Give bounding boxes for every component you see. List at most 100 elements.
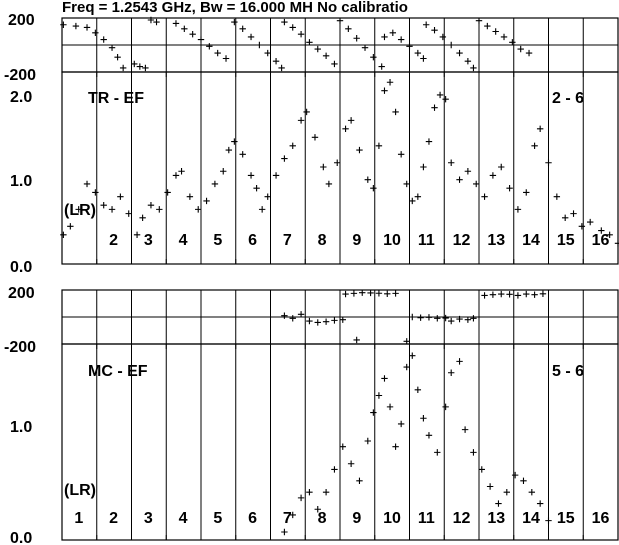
channel-label-7: 7: [283, 510, 292, 527]
mc-ef-amp-point: [297, 494, 305, 502]
tr-ef-amp-point: [258, 206, 266, 213]
mc-ef-phase-point: [392, 290, 399, 297]
tr-ef-phase-point: [422, 21, 430, 28]
mc-ef-baseline: 5 - 6: [552, 363, 584, 380]
mc-ef-phase-point: [384, 290, 391, 297]
mc-ef-phase-point: [464, 316, 472, 323]
tr-ef-phase-point: [439, 33, 447, 41]
mc-ef-amp-point: [470, 449, 477, 456]
tr-ef-phase-point: [214, 49, 221, 57]
chart-title: Freq = 1.2543 GHz, Bw = 16.000 MH No cal…: [62, 0, 408, 16]
mc-ef-amp-point: [281, 528, 288, 536]
tr-ef-amp-point: [100, 201, 107, 209]
tr-ef-amp-point: [164, 189, 171, 196]
channel-label-8: 8: [318, 510, 327, 527]
tr-ef-amp-point: [67, 223, 74, 230]
tr-ef-amp-point: [553, 193, 561, 200]
channel-label-6: 6: [248, 232, 257, 249]
tr-ef-phase-point: [361, 44, 369, 51]
channel-label-11: 11: [418, 510, 435, 527]
channel-label-4: 4: [179, 232, 188, 249]
mc-ef-phase-point: [342, 290, 349, 298]
tr-ef-phase-point: [206, 43, 213, 50]
tr-ef-phase-point: [475, 17, 483, 24]
channel-label-7: 7: [283, 232, 292, 249]
channel-label-16: 16: [592, 232, 610, 249]
mc-ef-phase-point: [417, 314, 424, 321]
tr-ef-amp-point: [178, 168, 185, 175]
channel-label-6: 6: [248, 510, 257, 527]
mc-ef-amp-point: [375, 392, 383, 399]
mc-ef-amp-point: [381, 375, 388, 382]
tr-ef-amp-point: [464, 168, 472, 175]
tr-ef-phase-point: [509, 39, 516, 46]
mc-ef-amp-point: [528, 488, 536, 496]
mc-ef-amp-point: [409, 352, 416, 359]
tr-ef-phase-point: [345, 25, 352, 32]
mc-ef-phase-point: [297, 311, 305, 318]
tr-ef-amp-point: [303, 108, 310, 116]
tr-ef-phase-point: [136, 63, 144, 70]
tr-ef-amp-point: [311, 134, 319, 141]
channel-label-13: 13: [487, 510, 505, 527]
tr-ef-phase-point: [331, 60, 338, 68]
mc-ef-phase-point: [314, 319, 321, 326]
tr-ef-amp-point: [489, 172, 497, 179]
tr-ef-phase-point: [525, 49, 533, 57]
tr-ef-amp-point: [531, 142, 538, 150]
tr-ef-amp-point: [386, 79, 394, 86]
tr-ef-phase-point: [189, 31, 196, 38]
tr-ef-phase-point: [378, 63, 385, 70]
tr-ef-phase-bottom-tick: -200: [4, 67, 36, 84]
tr-ef-phase-point: [448, 41, 455, 49]
tr-ef-amp-point: [403, 180, 410, 188]
mc-ef-amp-point: [511, 471, 519, 479]
tr-ef-phase-point: [314, 45, 321, 53]
channel-label-10: 10: [383, 232, 401, 249]
tr-ef-amp-point: [147, 201, 155, 209]
mc-ef-amp-point: [520, 477, 527, 485]
tr-ef-amp-point: [536, 125, 544, 133]
mc-ef-amp-point: [322, 488, 330, 496]
tr-ef-amp-point: [92, 189, 99, 196]
channel-label-15: 15: [557, 232, 575, 249]
mc-ef-phase-point: [359, 289, 366, 296]
tr-ef-amp-point: [356, 146, 363, 154]
channel-label-14: 14: [522, 510, 540, 527]
tr-ef-amp-point: [506, 184, 513, 192]
tr-ef-amp-point: [253, 184, 260, 192]
mc-ef-phase-point: [481, 292, 488, 299]
tr-ef-phase-point: [370, 53, 377, 61]
channel-label-11: 11: [418, 232, 435, 249]
tr-ef-phase-point: [456, 49, 463, 57]
mc-ef-amp-point: [392, 443, 399, 450]
tr-ef-amp-point: [598, 227, 605, 234]
mc-ef-phase-point: [456, 315, 463, 323]
tr-ef-amp-point: [561, 214, 569, 222]
mc-ef-amp-point: [442, 403, 449, 411]
mc-ef-phase-point: [339, 316, 346, 323]
mc-ef-phase-point: [322, 318, 330, 325]
tr-ef-amp-point: [186, 193, 194, 200]
tr-ef-channel-labels: 2 3 4 5 6 7 8 9 10 11 12 13 14 15 16: [109, 232, 609, 249]
mc-ef-amp-tick-0: 0.0: [10, 530, 32, 545]
tr-ef-amp-point: [247, 172, 255, 179]
mc-ef-amp-point: [314, 506, 321, 513]
tr-ef-amp-point: [397, 151, 405, 158]
tr-ef-phase-point: [172, 20, 180, 27]
channel-label-2: 2: [109, 510, 118, 527]
mc-ef-phase-point: [306, 317, 313, 325]
tr-ef-phase-point: [100, 36, 107, 43]
tr-ef-phase-point: [431, 26, 438, 34]
tr-ef-phase-point: [119, 64, 127, 72]
tr-ef-phase-point: [484, 22, 491, 30]
tr-ef-phase-point: [222, 55, 230, 62]
tr-ef-amp-point: [272, 172, 280, 179]
channel-label-16: 16: [592, 510, 610, 527]
tr-ef-amp-point: [195, 206, 202, 213]
tr-ef-amp-point: [133, 231, 141, 239]
tr-ef-amp-point: [364, 176, 371, 183]
tr-ef-amp-tick-2: 2.0: [10, 89, 32, 106]
mc-ef-amp-point: [289, 511, 296, 519]
tr-ef-phase-point: [92, 29, 99, 37]
